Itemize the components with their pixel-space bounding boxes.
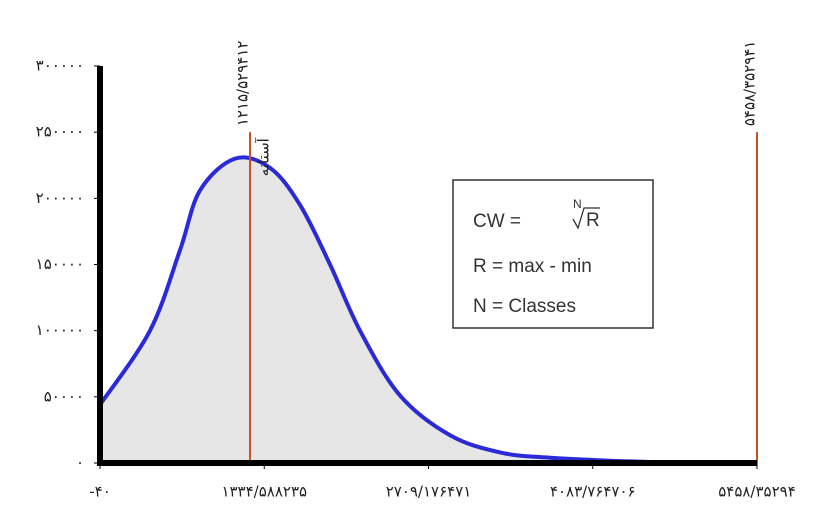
chart: ۱۲۱۵/۵۲۹۴۱۲آستانه ۵۴۵۸/۳۵۲۹۴۱ ۰ ۵۰۰۰۰ ۱۰۰۰۰۰… bbox=[0, 0, 817, 506]
formula-line: R = max - min bbox=[473, 256, 592, 277]
x-tick-label: ۴۰۸۳/۷۶۴۷۰۶ bbox=[550, 483, 636, 501]
y-tick-label: ۳۰۰۰۰۰ bbox=[36, 57, 84, 75]
y-tick-label: ۲۵۰۰۰۰ bbox=[36, 123, 84, 141]
x-tick-label: ۲۷۰۹/۱۷۶۴۷۱ bbox=[386, 483, 472, 501]
threshold-note: آستانه bbox=[255, 137, 273, 176]
y-tick-label: ۱۰۰۰۰۰ bbox=[36, 321, 84, 339]
x-tick-label: -۴۰ bbox=[89, 483, 111, 501]
x-tick-label: ۵۴۵۸/۳۵۲۹۴ bbox=[718, 483, 796, 501]
formula-lhs: CW = bbox=[473, 211, 521, 232]
y-tick-label: ۰ bbox=[76, 454, 84, 472]
formula-index: N bbox=[573, 197, 582, 211]
formula-radicand: R bbox=[586, 210, 600, 231]
formula-box: CW = N R R = max - min N = Classes bbox=[453, 180, 653, 328]
y-tick-label: ۵۰۰۰۰ bbox=[44, 387, 84, 405]
page: ۱۲۱۵/۵۲۹۴۱۲آستانه ۵۴۵۸/۳۵۲۹۴۱ ۰ ۵۰۰۰۰ ۱۰۰۰۰۰… bbox=[0, 0, 817, 506]
x-tick-label: ۱۳۳۴/۵۸۸۲۳۵ bbox=[221, 483, 307, 501]
y-tick-label: ۲۰۰۰۰۰ bbox=[36, 189, 84, 207]
threshold-label: ۱۲۱۵/۵۲۹۴۱۲ bbox=[234, 41, 252, 127]
formula-line: N = Classes bbox=[473, 296, 576, 317]
threshold-label: ۵۴۵۸/۳۵۲۹۴۱ bbox=[741, 41, 759, 127]
area-fill bbox=[100, 157, 757, 463]
y-tick-label: ۱۵۰۰۰۰ bbox=[36, 255, 84, 273]
